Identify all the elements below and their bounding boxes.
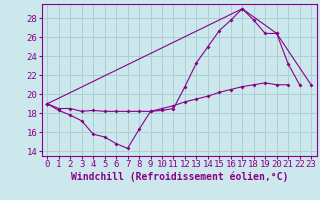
X-axis label: Windchill (Refroidissement éolien,°C): Windchill (Refroidissement éolien,°C) <box>70 172 288 182</box>
